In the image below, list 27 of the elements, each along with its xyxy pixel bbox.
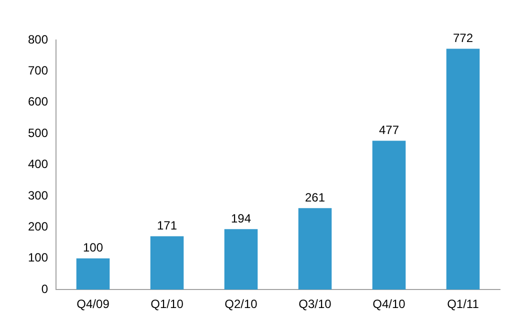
bar bbox=[446, 48, 480, 290]
x-tick-label: Q3/10 bbox=[298, 297, 332, 312]
x-tick-label: Q2/10 bbox=[224, 297, 258, 312]
y-tick-label: 400 bbox=[28, 157, 48, 172]
x-tick-label: Q1/10 bbox=[150, 297, 184, 312]
y-tick-label: 300 bbox=[28, 188, 48, 202]
data-label: 100 bbox=[83, 240, 104, 255]
bar bbox=[150, 236, 184, 290]
y-tick-label: 600 bbox=[28, 94, 48, 109]
bar bbox=[298, 208, 332, 290]
x-tick-label: Q1/11 bbox=[447, 297, 480, 312]
y-tick-label: 200 bbox=[28, 220, 48, 234]
data-label: 772 bbox=[452, 31, 474, 46]
x-tick-label: Q4/09 bbox=[76, 297, 110, 312]
bar bbox=[372, 140, 406, 290]
y-tick-label: 700 bbox=[28, 64, 48, 78]
bar bbox=[76, 258, 110, 290]
y-tick-label: 500 bbox=[28, 126, 48, 140]
y-tick-label: 800 bbox=[28, 32, 48, 46]
x-tick-label: Q4/10 bbox=[372, 297, 406, 312]
y-tick-label: 0 bbox=[41, 282, 48, 296]
data-label: 261 bbox=[304, 190, 326, 204]
bar bbox=[224, 229, 258, 290]
data-label: 194 bbox=[230, 211, 252, 226]
y-tick-label: 100 bbox=[28, 250, 48, 265]
data-label: 171 bbox=[157, 218, 178, 233]
data-label: 477 bbox=[378, 123, 400, 138]
